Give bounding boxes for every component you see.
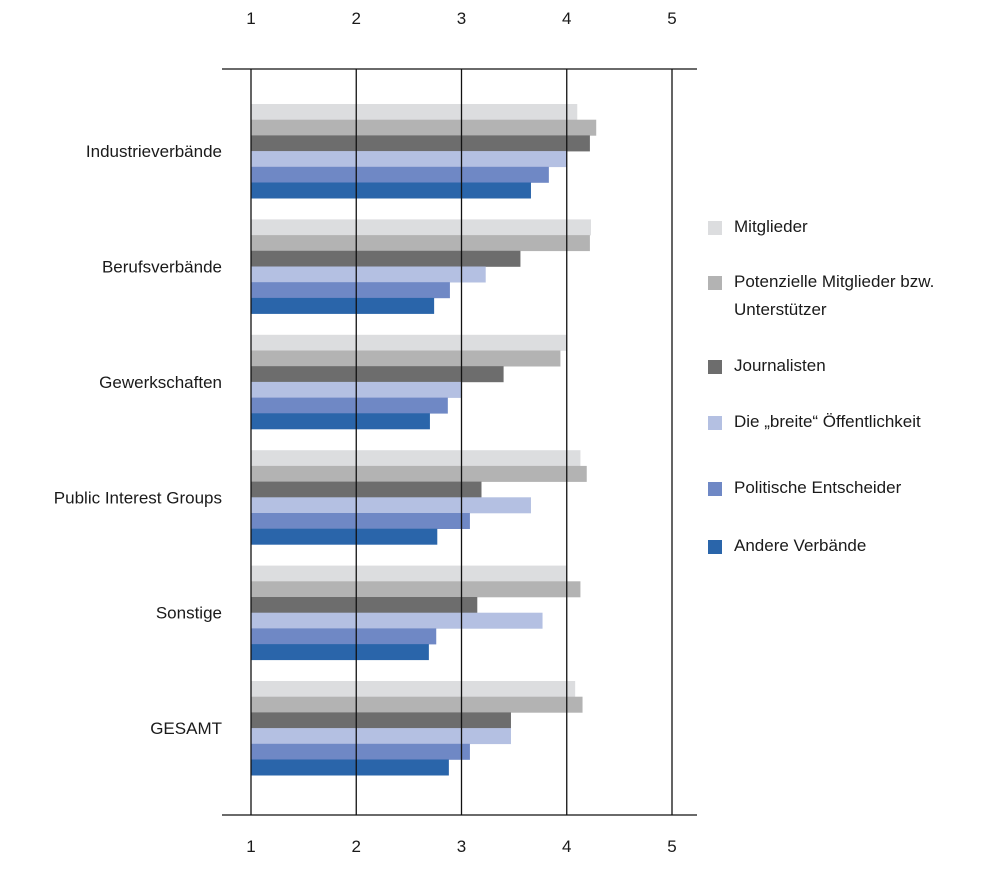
x-tick-label-top: 5 [667, 9, 676, 28]
bar [251, 581, 581, 598]
x-tick-label-top: 1 [246, 9, 255, 28]
legend-label: Politische Entscheider [734, 478, 902, 497]
x-tick-label-top: 2 [352, 9, 361, 28]
bar [251, 104, 578, 120]
bar [251, 182, 531, 199]
category-label: Sonstige [156, 604, 222, 623]
bar [251, 696, 583, 713]
legend-swatch [708, 416, 722, 430]
category-label: GESAMT [150, 719, 222, 738]
bar [251, 759, 449, 776]
bar [251, 413, 430, 430]
bar [251, 166, 549, 183]
x-tick-label-bottom: 2 [352, 837, 361, 856]
bar [251, 481, 482, 498]
bar [251, 282, 450, 299]
bar [251, 628, 437, 645]
bar [251, 681, 576, 697]
category-label: Gewerkschaften [99, 373, 222, 392]
bar [251, 450, 581, 467]
legend-swatch [708, 276, 722, 290]
legend-swatch [708, 482, 722, 496]
legend-label: Unterstützer [734, 300, 827, 319]
x-tick-label-bottom: 3 [457, 837, 466, 856]
bar [251, 235, 590, 252]
bar [251, 565, 567, 582]
bar [251, 119, 597, 136]
bar [251, 743, 470, 760]
bar [251, 266, 486, 283]
bar [251, 644, 429, 661]
legend-label: Potenzielle Mitglieder bzw. [734, 272, 934, 291]
bar [251, 612, 543, 629]
legend-label: Andere Verbände [734, 536, 866, 555]
legend-label: Mitglieder [734, 217, 808, 236]
bar [251, 334, 567, 351]
bar [251, 728, 511, 745]
bar [251, 250, 521, 267]
category-label: Berufsverbände [102, 258, 222, 277]
x-tick-label-bottom: 4 [562, 837, 571, 856]
x-tick-label-bottom: 1 [246, 837, 255, 856]
bar [251, 597, 478, 613]
bar [251, 397, 448, 414]
bar [251, 513, 470, 529]
bar [251, 712, 511, 729]
legend-swatch [708, 221, 722, 235]
legend-label: Die „breite“ Öffentlichkeit [734, 412, 921, 431]
legend-swatch [708, 540, 722, 554]
legend-label: Journalisten [734, 356, 826, 375]
x-tick-label-bottom: 5 [667, 837, 676, 856]
bar [251, 528, 438, 545]
x-tick-label-top: 3 [457, 9, 466, 28]
bar [251, 135, 590, 152]
bar [251, 366, 504, 383]
category-label: Public Interest Groups [54, 488, 222, 507]
x-tick-label-top: 4 [562, 9, 571, 28]
bar [251, 350, 561, 367]
legend-swatch [708, 360, 722, 374]
bar [251, 151, 567, 168]
bar [251, 497, 531, 514]
bar [251, 297, 435, 314]
bar [251, 465, 587, 482]
category-label: Industrieverbände [86, 142, 222, 161]
bar [251, 219, 591, 236]
